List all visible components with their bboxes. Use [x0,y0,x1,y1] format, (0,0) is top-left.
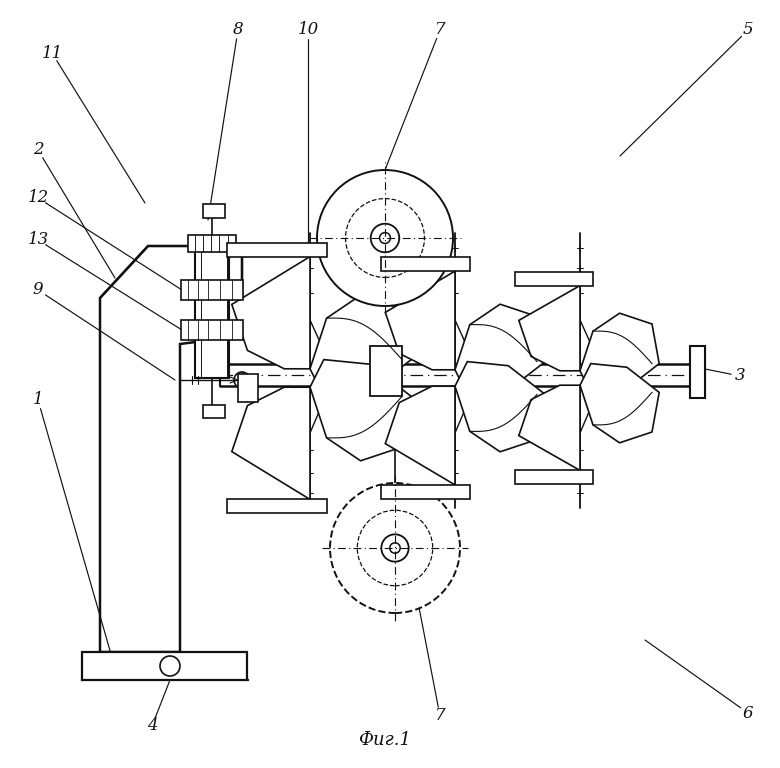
Text: 7: 7 [434,22,445,38]
Bar [181,280,243,300]
Bar [238,374,258,402]
Polygon shape [455,304,545,395]
Bar [82,652,247,680]
Polygon shape [516,272,593,286]
Text: 9: 9 [33,282,44,299]
Circle shape [160,656,180,676]
Polygon shape [580,363,659,443]
Polygon shape [516,470,593,485]
Bar [188,235,236,252]
Text: 10: 10 [297,22,318,38]
Text: 5: 5 [743,22,753,38]
Polygon shape [381,485,470,499]
Polygon shape [455,362,545,452]
Polygon shape [310,359,411,461]
Text: 1: 1 [33,392,44,409]
Bar [195,250,229,378]
Circle shape [330,483,460,613]
Polygon shape [227,499,327,513]
Bar [690,346,705,398]
Text: 11: 11 [41,45,62,61]
Polygon shape [385,386,455,485]
Circle shape [317,170,453,306]
Text: 7: 7 [434,707,445,724]
Polygon shape [232,387,310,499]
Text: 4: 4 [147,717,158,734]
Circle shape [390,543,400,553]
Text: 8: 8 [232,22,243,38]
Text: 12: 12 [27,190,48,207]
Polygon shape [580,313,659,392]
Circle shape [234,372,250,388]
Polygon shape [519,286,580,371]
Text: 13: 13 [27,231,48,249]
Polygon shape [381,257,470,271]
Text: 3: 3 [735,368,746,385]
Circle shape [370,223,399,252]
Text: 2: 2 [33,141,44,158]
Circle shape [346,199,424,277]
Text: 6: 6 [743,704,753,721]
Bar [181,320,243,340]
Polygon shape [100,246,242,652]
Circle shape [357,510,433,586]
Text: Фиг.1: Фиг.1 [359,731,412,749]
Bar [203,405,225,418]
Polygon shape [232,257,310,369]
Polygon shape [385,271,455,370]
Circle shape [381,535,409,561]
Polygon shape [227,243,327,257]
Circle shape [380,233,391,243]
Polygon shape [519,386,580,470]
Bar [370,346,402,396]
Polygon shape [310,295,411,396]
Bar [203,204,225,218]
